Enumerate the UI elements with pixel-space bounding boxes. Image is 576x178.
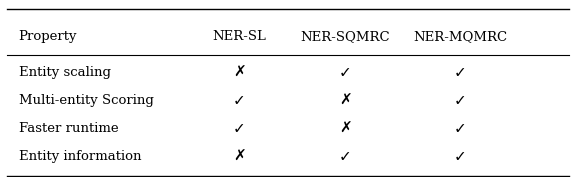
Text: ✓: ✓ <box>453 149 467 164</box>
Text: ✗: ✗ <box>233 149 245 164</box>
Text: ✓: ✓ <box>339 65 352 80</box>
Text: Multi-entity Scoring: Multi-entity Scoring <box>18 94 153 107</box>
Text: Entity information: Entity information <box>18 150 141 163</box>
Text: Entity scaling: Entity scaling <box>18 66 111 79</box>
Text: Faster runtime: Faster runtime <box>18 122 118 135</box>
Text: ✓: ✓ <box>453 65 467 80</box>
Text: NER-SQMRC: NER-SQMRC <box>301 30 390 43</box>
Text: ✗: ✗ <box>339 121 352 136</box>
Text: ✗: ✗ <box>233 65 245 80</box>
Text: ✗: ✗ <box>339 93 352 108</box>
Text: ✓: ✓ <box>453 93 467 108</box>
Text: ✓: ✓ <box>233 121 245 136</box>
Text: ✓: ✓ <box>453 121 467 136</box>
Text: NER-SL: NER-SL <box>213 30 266 43</box>
Text: ✓: ✓ <box>339 149 352 164</box>
Text: ✓: ✓ <box>233 93 245 108</box>
Text: Property: Property <box>18 30 77 43</box>
Text: NER-MQMRC: NER-MQMRC <box>413 30 507 43</box>
